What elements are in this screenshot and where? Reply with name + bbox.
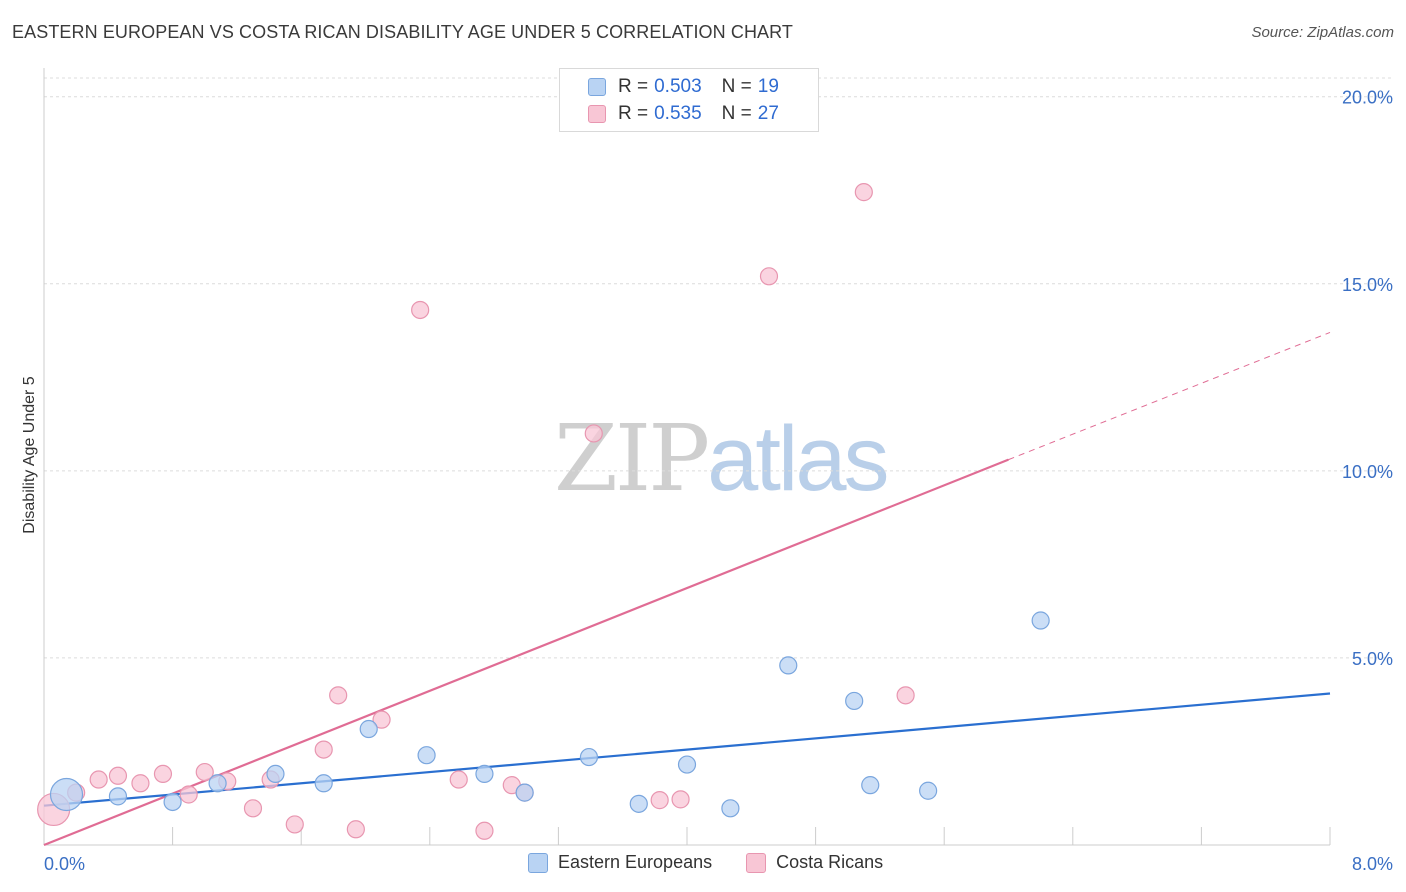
data-point-eastern-europeans [629, 794, 648, 813]
y-tick-label: 15.0% [1342, 275, 1393, 295]
data-point-costa-ricans [153, 764, 173, 784]
chart-title: EASTERN EUROPEAN VS COSTA RICAN DISABILI… [12, 22, 794, 42]
y-tick-label: 20.0% [1342, 88, 1393, 108]
legend-swatch-pink [588, 105, 606, 123]
legend-n-value: 27 [757, 103, 779, 124]
data-point-eastern-europeans [108, 787, 128, 806]
data-point-costa-ricans [896, 686, 915, 705]
data-point-eastern-europeans [515, 783, 534, 802]
x-tick-label: 8.0% [1352, 854, 1393, 874]
points-layer [37, 183, 1050, 840]
axes-layer [43, 68, 1331, 846]
legend-swatch-pink [746, 852, 767, 873]
trend-line-costa-ricans-extension [1008, 331, 1331, 461]
grid-layer [44, 77, 1392, 659]
data-point-costa-ricans [285, 815, 304, 834]
legend-swatch-blue [528, 852, 548, 873]
data-point-eastern-europeans [266, 764, 285, 784]
legend-r-value: 0.535 [654, 103, 702, 124]
legend-n-value: 19 [757, 76, 779, 97]
legend-label: Eastern Europeans [558, 852, 713, 872]
data-point-costa-ricans [671, 790, 690, 809]
data-point-costa-ricans [372, 710, 391, 729]
data-point-eastern-europeans [579, 747, 599, 767]
legend-n-label: N = [721, 76, 752, 97]
data-point-eastern-europeans [163, 792, 182, 812]
data-point-eastern-europeans [314, 774, 333, 793]
data-point-costa-ricans [475, 821, 494, 840]
data-point-costa-ricans [584, 424, 603, 443]
data-point-eastern-europeans [475, 764, 494, 784]
trend-line-eastern-europeans [43, 692, 1331, 807]
data-point-costa-ricans [411, 300, 430, 320]
data-point-costa-ricans [329, 686, 348, 705]
data-point-eastern-europeans [721, 799, 740, 818]
data-point-eastern-europeans [417, 746, 436, 765]
data-point-eastern-europeans [1031, 611, 1050, 630]
watermark-zip: ZIP [554, 405, 710, 512]
x-tick-label: 0.0% [44, 854, 85, 874]
legend-r-label: R = [618, 103, 649, 124]
data-point-eastern-europeans [49, 777, 84, 812]
data-point-costa-ricans [195, 762, 214, 782]
legend-item-eastern-europeans[interactable]: Eastern Europeans [528, 852, 712, 873]
legend-n-label: N = [721, 103, 752, 124]
legend-r-value: 0.503 [654, 76, 702, 97]
legend-r-label: R = [618, 76, 649, 97]
data-point-costa-ricans [854, 183, 873, 202]
legend-item-costa-ricans[interactable]: Costa Ricans [746, 852, 883, 873]
data-point-costa-ricans [346, 820, 365, 839]
y-tick-label: 10.0% [1342, 462, 1393, 482]
y-tick-label: 5.0% [1352, 649, 1393, 669]
legend-row-eastern-europeans: R = 0.503 N = 19 [588, 75, 779, 99]
data-point-costa-ricans [179, 785, 198, 804]
data-point-eastern-europeans [359, 719, 378, 739]
data-point-eastern-europeans [861, 776, 880, 795]
data-point-eastern-europeans [845, 691, 864, 711]
series-legend: Eastern Europeans Costa Ricans [528, 852, 917, 873]
stats-legend: R = 0.503 N = 19 R = 0.535 N = 27 [559, 68, 819, 132]
data-point-costa-ricans [108, 766, 128, 785]
legend-row-costa-ricans: R = 0.535 N = 27 [588, 102, 779, 126]
y-axis-title: Disability Age Under 5 [21, 376, 38, 534]
watermark: ZIPatlas [554, 405, 890, 512]
data-point-costa-ricans [131, 774, 150, 793]
legend-swatch-blue [588, 78, 606, 96]
watermark-atlas: atlas [707, 408, 889, 510]
labels-layer: 5.0% 10.0% 15.0% 20.0% 0.0% 8.0% Disability Ag… [21, 88, 1393, 874]
data-point-costa-ricans [759, 267, 779, 286]
data-point-costa-ricans [650, 791, 669, 810]
source-label: Source: ZipAtlas.com [1251, 24, 1394, 41]
data-point-eastern-europeans [208, 774, 227, 793]
data-point-costa-ricans [243, 799, 263, 818]
data-point-costa-ricans [89, 770, 108, 789]
data-point-eastern-europeans [919, 781, 938, 800]
legend-label: Costa Ricans [776, 852, 884, 872]
data-point-eastern-europeans [677, 755, 697, 774]
data-point-costa-ricans [449, 770, 468, 789]
data-point-costa-ricans [314, 740, 333, 759]
data-point-eastern-europeans [779, 656, 798, 675]
